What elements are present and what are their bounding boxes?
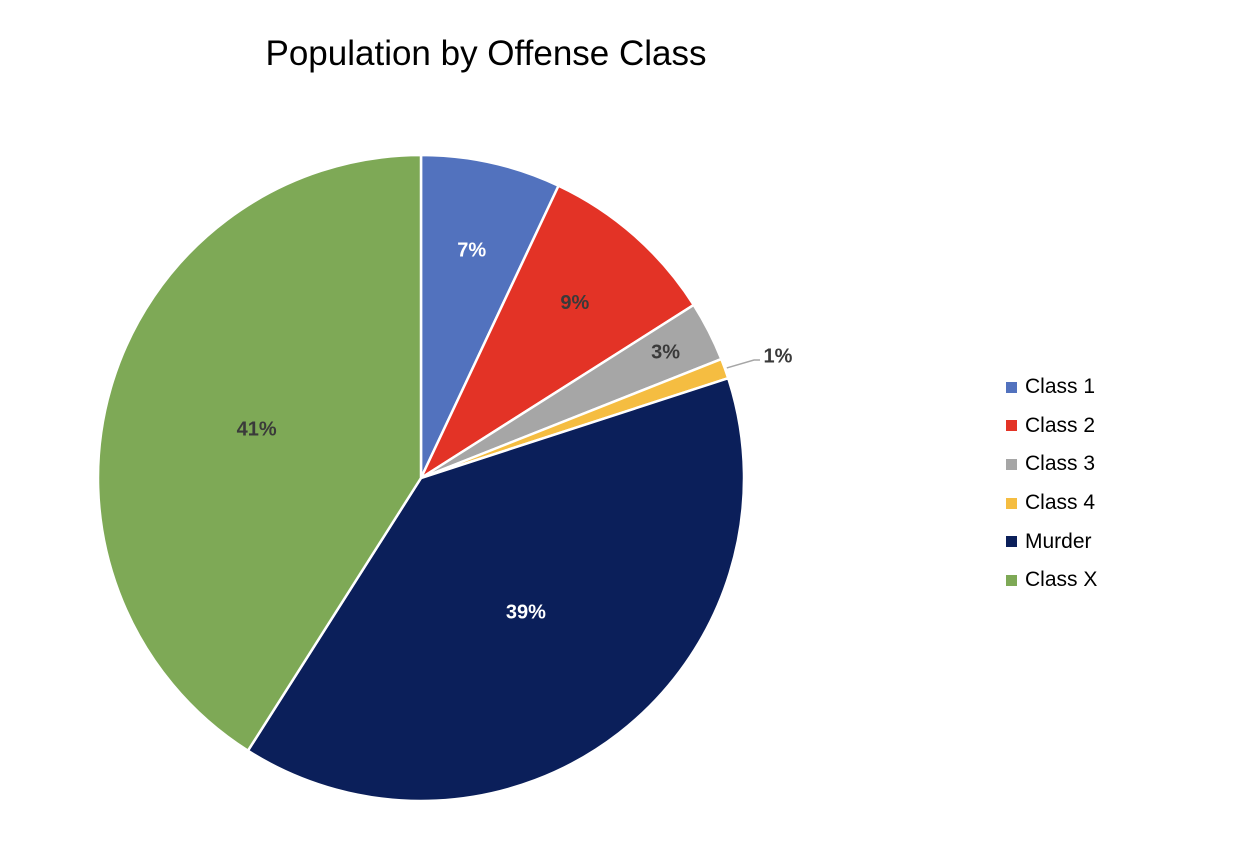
slice-label-murder: 39% <box>506 602 546 624</box>
slice-label-class-2: 9% <box>560 292 589 314</box>
leader-lines <box>726 359 760 369</box>
legend-swatch <box>1006 497 1017 509</box>
legend-swatch <box>1006 458 1017 470</box>
legend: Class 1 Class 2 Class 3 Class 4 Murder C… <box>1006 368 1097 600</box>
legend-swatch <box>1006 420 1017 432</box>
slice-label-class-x: 41% <box>237 419 277 441</box>
legend-label: Class 4 <box>1025 491 1096 515</box>
pie-slice-class-x <box>96 153 423 752</box>
pie-slice-class-1 <box>419 153 560 480</box>
legend-item-class-3: Class 3 <box>1006 445 1097 484</box>
legend-label: Class 3 <box>1025 452 1096 476</box>
slice-labels: 7% 9% 3% 1% 39% 41% <box>237 239 793 623</box>
legend-label: Class X <box>1025 568 1098 592</box>
legend-swatch <box>1006 536 1017 548</box>
legend-swatch <box>1006 381 1017 393</box>
legend-item-class-4: Class 4 <box>1006 484 1097 523</box>
chart-title: Population by Offense Class <box>265 34 707 73</box>
legend-item-class-2: Class 2 <box>1006 407 1097 446</box>
legend-item-murder: Murder <box>1006 522 1097 561</box>
slice-label-class-4: 1% <box>764 345 793 367</box>
slice-label-class-1: 7% <box>457 239 486 261</box>
legend-label: Class 1 <box>1025 375 1096 399</box>
leader-line-class-4 <box>726 359 760 369</box>
slice-label-class-3: 3% <box>651 342 680 364</box>
legend-swatch <box>1006 574 1017 586</box>
pie-slice-class-2 <box>419 184 695 480</box>
legend-label: Class 2 <box>1025 413 1096 437</box>
legend-item-class-1: Class 1 <box>1006 368 1097 407</box>
pie-slice-murder <box>246 376 746 803</box>
legend-item-class-x: Class X <box>1006 561 1097 600</box>
legend-label: Murder <box>1025 529 1092 553</box>
pie-slices <box>96 153 746 803</box>
